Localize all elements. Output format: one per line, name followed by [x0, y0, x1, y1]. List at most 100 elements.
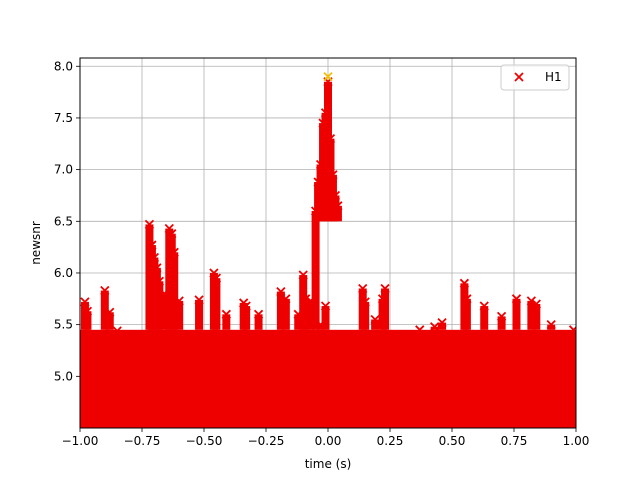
data-point: [333, 201, 343, 211]
data-point: [415, 325, 425, 335]
data-column: [497, 316, 506, 330]
data-column: [430, 326, 439, 330]
data-point: [253, 309, 264, 319]
y-tick-label: 6.0: [54, 266, 73, 280]
data-column: [532, 303, 541, 330]
data-column: [170, 252, 179, 330]
data-point: [328, 170, 338, 180]
data-column: [294, 314, 303, 330]
data-point: [568, 325, 576, 335]
data-point: [112, 326, 122, 336]
data-column: [547, 324, 556, 330]
x-tick-label: 1.00: [563, 434, 590, 448]
data-column: [512, 298, 521, 330]
data-column: [254, 314, 263, 330]
dense-band: [80, 329, 576, 428]
data-point: [194, 295, 204, 305]
data-point: [430, 322, 440, 332]
data-point: [211, 273, 222, 283]
x-tick-label: −0.50: [186, 434, 223, 448]
data-point: [167, 229, 177, 239]
data-point: [459, 278, 470, 288]
data-point: [380, 283, 390, 294]
y-axis-label: newsnr: [29, 221, 43, 265]
data-point: [276, 286, 286, 297]
x-axis-label: time (s): [305, 457, 352, 471]
data-point: [531, 299, 541, 309]
legend-marker-h1: [514, 72, 524, 82]
data-point: [360, 297, 370, 307]
data-point: [105, 307, 115, 317]
data-point: [462, 294, 472, 304]
data-point: [149, 252, 160, 263]
data-column: [195, 299, 204, 330]
data-point: [144, 219, 155, 230]
y-tick-label: 7.5: [54, 111, 73, 125]
data-point: [358, 283, 368, 294]
data-point: [479, 301, 489, 311]
data-point: [154, 276, 164, 286]
data-column: [361, 301, 370, 330]
data-point: [152, 263, 162, 273]
data-column: [462, 298, 471, 330]
data-point: [241, 301, 251, 311]
highlight-point: [323, 71, 333, 82]
data-column: [222, 314, 231, 330]
legend-box: [500, 64, 570, 91]
data-column: [301, 298, 310, 330]
y-tick-label: 8.0: [54, 59, 73, 73]
data-point: [169, 247, 179, 257]
x-tick-label: −1.00: [62, 434, 99, 448]
data-column: [83, 311, 92, 330]
data-point: [298, 270, 308, 280]
data-column: [438, 322, 447, 330]
data-point: [221, 309, 231, 319]
x-tick-label: 0.00: [315, 434, 342, 448]
x-tick-label: 0.75: [501, 434, 528, 448]
data-point: [526, 296, 536, 306]
data-column: [527, 300, 536, 330]
data-column: [306, 300, 315, 330]
data-point: [325, 133, 336, 144]
data-column: [321, 306, 330, 330]
data-point: [209, 268, 219, 278]
data-column: [160, 293, 169, 330]
data-point: [546, 320, 556, 330]
data-column: [480, 306, 489, 330]
legend-label-h1: H1: [545, 70, 562, 84]
data-column: [105, 312, 114, 330]
x-tick-label: −0.75: [124, 434, 161, 448]
x-tick-label: 0.25: [377, 434, 404, 448]
data-column: [100, 290, 109, 330]
data-point: [330, 190, 341, 201]
data-point: [370, 314, 380, 325]
data-column: [276, 291, 285, 330]
data-point: [80, 297, 90, 307]
x-tick-label: −0.25: [248, 434, 285, 448]
data-point: [343, 335, 353, 345]
data-column: [381, 288, 390, 330]
data-point: [174, 296, 184, 306]
y-axis: 5.0 5.5 6.0 6.5 7.0 7.5 8.0: [54, 59, 80, 383]
points-layer: [80, 71, 576, 428]
y-tick-label: 7.0: [54, 163, 73, 177]
data-column: [311, 210, 320, 330]
data-column: [155, 281, 164, 330]
data-column: [212, 278, 221, 330]
data-point: [82, 306, 93, 316]
x-tick-label: 0.50: [439, 434, 466, 448]
data-column: [242, 306, 251, 330]
data-column: [371, 319, 380, 330]
y-tick-label: 5.0: [54, 369, 73, 383]
data-point: [147, 240, 157, 250]
x-axis: −1.00 −0.75 −0.50 −0.25 0.00 0.25 0.50 0.75 1.00: [62, 428, 590, 448]
data-point: [437, 317, 447, 328]
data-column: [333, 205, 342, 222]
data-point: [281, 294, 291, 304]
legend-x-marker: [514, 72, 524, 82]
data-point: [511, 294, 522, 304]
y-tick-label: 5.5: [54, 318, 73, 332]
data-column: [281, 298, 290, 330]
data-point: [164, 223, 174, 234]
